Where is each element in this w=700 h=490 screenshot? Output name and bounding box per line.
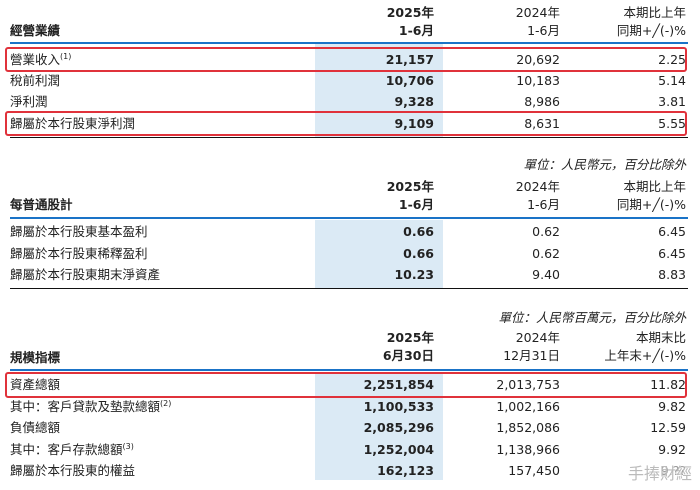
footnote-ref: (1) xyxy=(60,51,72,61)
value-2025: 10,706 xyxy=(385,73,434,88)
section1-bottom-rule xyxy=(10,137,688,138)
table-row: 其中：客戶存款總額(3) 1,252,004 1,138,966 9.92 xyxy=(0,440,700,460)
value-change: 8.83 xyxy=(658,267,686,282)
value-2024: 0.62 xyxy=(532,246,560,261)
table-row: 歸屬於本行股東淨利潤 9,109 8,631 5.55 xyxy=(0,114,700,134)
value-change: 11.82 xyxy=(650,377,686,392)
col1-header-line1: 2025年 xyxy=(386,330,434,345)
value-change: 5.14 xyxy=(658,73,686,88)
row-label: 歸屬於本行股東期末淨資產 xyxy=(10,267,161,282)
col1-header-line2: 1-6月 xyxy=(398,197,434,212)
col2-header-line1: 2024年 xyxy=(515,179,560,194)
value-change: 2.25 xyxy=(658,52,686,67)
value-2024: 157,450 xyxy=(508,463,560,478)
col2-header-line2: 1-6月 xyxy=(527,23,560,38)
value-2025: 9,328 xyxy=(394,94,434,109)
col1-header-line1: 2025年 xyxy=(386,5,434,20)
col3-header-line1: 本期比上年 xyxy=(623,179,686,194)
value-2025: 0.66 xyxy=(403,224,434,239)
table-row: 歸屬於本行股東基本盈利 0.66 0.62 6.45 xyxy=(0,222,700,242)
value-2024: 0.62 xyxy=(532,224,560,239)
value-2025: 162,123 xyxy=(377,463,434,478)
highlight-column-3 xyxy=(315,372,443,480)
col1-header-line2: 6月30日 xyxy=(382,348,434,363)
row-label: 資產總額 xyxy=(10,377,61,392)
table-row: 歸屬於本行股東稀釋盈利 0.66 0.62 6.45 xyxy=(0,244,700,264)
row-label: 稅前利潤 xyxy=(10,73,61,88)
value-change: 9.?? xyxy=(660,463,686,478)
value-change: 6.45 xyxy=(658,246,686,261)
value-2024: 9.40 xyxy=(532,267,560,282)
footnote-ref: (2) xyxy=(160,398,172,408)
value-2024: 2,013,753 xyxy=(496,377,560,392)
col3-header-line2: 同期+╱(-)% xyxy=(616,23,686,38)
col3-header-line2: 上年末+╱(-)% xyxy=(604,348,686,363)
value-2025: 2,251,854 xyxy=(363,377,434,392)
row-label: 歸屬於本行股東基本盈利 xyxy=(10,224,148,239)
value-change: 5.55 xyxy=(658,116,686,131)
row-label: 歸屬於本行股東淨利潤 xyxy=(10,116,136,131)
value-change: 9.82 xyxy=(658,399,686,414)
value-change: 12.59 xyxy=(650,420,686,435)
value-2024: 1,852,086 xyxy=(496,420,560,435)
section3-title: 規模指標 xyxy=(10,350,61,365)
col3-header-line2: 同期+╱(-)% xyxy=(616,197,686,212)
value-2024: 1,138,966 xyxy=(496,442,560,457)
col3-header-line1: 本期末比 xyxy=(635,330,686,345)
value-change: 3.81 xyxy=(658,94,686,109)
table-row: 其中：客戶貸款及墊款總額(2) 1,100,533 1,002,166 9.82 xyxy=(0,397,700,417)
col2-header-line2: 12月31日 xyxy=(503,348,560,363)
section3-header-rule xyxy=(10,369,688,371)
value-2025: 2,085,296 xyxy=(363,420,434,435)
table-row: 歸屬於本行股東的權益 162,123 157,450 9.?? xyxy=(0,461,700,481)
section1-header-rule xyxy=(10,42,688,44)
value-2024: 1,002,166 xyxy=(496,399,560,414)
watermark: 手捧財經 xyxy=(627,464,692,483)
row-label: 營業收入 xyxy=(10,52,61,67)
section3-unit: 單位：人民幣百萬元，百分比除外 xyxy=(498,310,686,325)
value-2025: 21,157 xyxy=(385,52,434,67)
value-2024: 8,986 xyxy=(524,94,560,109)
col1-header-line2: 1-6月 xyxy=(398,23,434,38)
section2-unit: 單位：人民幣元，百分比除外 xyxy=(523,157,686,172)
row-label: 其中：客戶存款總額 xyxy=(10,442,123,457)
value-2024: 20,692 xyxy=(516,52,560,67)
section2-header-rule xyxy=(10,217,688,219)
value-2025: 9,109 xyxy=(394,116,434,131)
table-row: 淨利潤 9,328 8,986 3.81 xyxy=(0,92,700,112)
row-label: 負債總額 xyxy=(10,420,61,435)
table-row: 營業收入(1) 21,157 20,692 2.25 xyxy=(0,50,700,70)
value-change: 9.92 xyxy=(658,442,686,457)
value-change: 6.45 xyxy=(658,224,686,239)
highlight-column-1 xyxy=(315,43,443,137)
footnote-ref: (3) xyxy=(122,441,134,451)
value-2025: 1,252,004 xyxy=(363,442,434,457)
value-2024: 8,631 xyxy=(524,116,560,131)
table-row: 資產總額 2,251,854 2,013,753 11.82 xyxy=(0,375,700,395)
row-label: 其中：客戶貸款及墊款總額 xyxy=(10,399,161,414)
table-row: 稅前利潤 10,706 10,183 5.14 xyxy=(0,71,700,91)
row-label: 歸屬於本行股東稀釋盈利 xyxy=(10,246,148,261)
col2-header-line2: 1-6月 xyxy=(527,197,560,212)
table-row: 負債總額 2,085,296 1,852,086 12.59 xyxy=(0,418,700,438)
col2-header-line1: 2024年 xyxy=(515,330,560,345)
row-label: 歸屬於本行股東的權益 xyxy=(10,463,136,478)
section2-bottom-rule xyxy=(10,288,688,289)
table-row: 歸屬於本行股東期末淨資產 10.23 9.40 8.83 xyxy=(0,265,700,285)
section1-title: 經營業績 xyxy=(10,23,61,38)
value-2024: 10,183 xyxy=(516,73,560,88)
highlight-box-net-profit xyxy=(5,111,687,136)
highlight-column-2 xyxy=(315,220,443,288)
value-2025: 0.66 xyxy=(403,246,434,261)
row-label: 淨利潤 xyxy=(10,94,48,109)
highlight-box-total-assets xyxy=(5,372,687,398)
section2-title: 每普通股計 xyxy=(10,197,73,212)
value-2025: 1,100,533 xyxy=(363,399,434,414)
value-2025: 10.23 xyxy=(394,267,434,282)
col1-header-line1: 2025年 xyxy=(386,179,434,194)
col3-header-line1: 本期比上年 xyxy=(623,5,686,20)
highlight-box-revenue xyxy=(5,47,687,72)
col2-header-line1: 2024年 xyxy=(515,5,560,20)
